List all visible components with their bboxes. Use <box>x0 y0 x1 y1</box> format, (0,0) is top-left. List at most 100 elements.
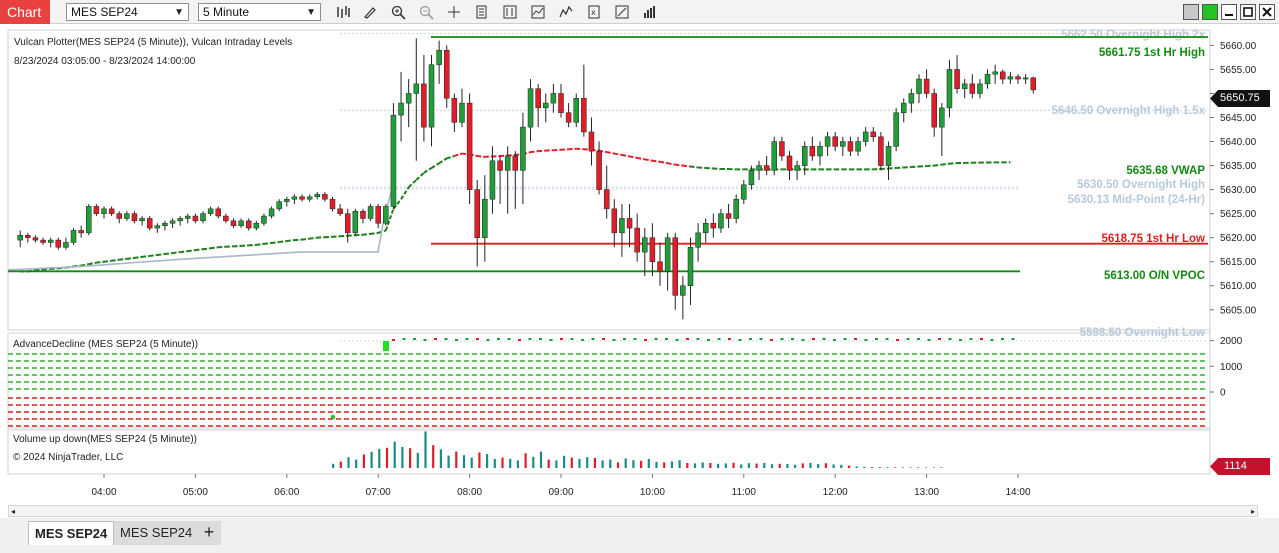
volume-bar <box>509 458 512 468</box>
candle-body <box>482 198 488 238</box>
price-tick-label: 5660.00 <box>1220 41 1257 52</box>
candle-body <box>17 235 23 241</box>
time-tick-label: 10:00 <box>640 487 665 498</box>
candle-body <box>139 218 145 222</box>
volume-bar <box>570 457 573 468</box>
volume-bar <box>724 463 727 468</box>
candle-body <box>588 131 595 152</box>
candle-body <box>984 74 991 85</box>
volume-bar <box>355 459 358 468</box>
indicators-icon[interactable] <box>529 3 547 21</box>
adv-mark <box>413 338 416 340</box>
tools-icon[interactable] <box>613 3 631 21</box>
adv-mark <box>455 339 458 341</box>
minimize-button[interactable] <box>1221 4 1237 20</box>
volume-bar <box>840 464 843 468</box>
adv-mark <box>528 338 532 340</box>
time-tick-label: 07:00 <box>366 487 391 498</box>
volume-bar <box>478 452 481 468</box>
adv-mark <box>707 339 710 341</box>
candle-body <box>1000 71 1006 80</box>
vwap-segment <box>392 198 402 210</box>
adv-mark <box>402 338 406 340</box>
adv-panel-title: AdvanceDecline (MES SEP24 (5 Minute)) <box>13 339 199 350</box>
candle-body <box>1015 76 1021 80</box>
adv-mark <box>623 338 626 340</box>
strategies-icon[interactable] <box>557 3 575 21</box>
scroll-left-icon[interactable]: ◂ <box>11 507 16 516</box>
candle-body <box>108 208 115 214</box>
level-label: 5635.68 VWAP <box>1126 165 1205 177</box>
tab-mes-sep24-active[interactable]: MES SEP24 <box>28 521 115 545</box>
candle-body <box>177 218 183 222</box>
candle-body <box>276 201 282 210</box>
candle-body <box>840 141 846 147</box>
volume-bar <box>609 459 612 468</box>
adv-mark <box>885 338 889 340</box>
volume-bar <box>385 447 389 468</box>
adv-mark <box>581 339 584 341</box>
candle-body <box>299 196 305 200</box>
candle-body <box>672 237 678 296</box>
candle-body <box>268 208 275 217</box>
close-button[interactable] <box>1259 4 1275 20</box>
zoom-out-icon[interactable] <box>417 3 435 21</box>
volume-bar <box>339 461 342 468</box>
options-button[interactable] <box>1183 4 1199 20</box>
adv-mark <box>969 338 973 340</box>
scroll-right-icon[interactable]: ▸ <box>1250 507 1255 516</box>
chart-trader-icon[interactable] <box>641 3 659 21</box>
candle-body <box>146 218 153 229</box>
candle-body <box>817 146 823 157</box>
time-tick-label: 11:00 <box>732 487 757 498</box>
candle-body <box>969 83 976 94</box>
interval-selector[interactable]: 5 Minute ▼ <box>198 3 321 21</box>
candle-body <box>314 194 321 198</box>
add-tab-button[interactable]: + <box>197 521 221 545</box>
candle-body <box>375 206 381 224</box>
link-button[interactable] <box>1202 4 1218 20</box>
adv-bar <box>383 341 389 351</box>
candle-body <box>901 102 907 113</box>
vwap-segment <box>157 253 166 256</box>
instrument-value: MES SEP24 <box>71 5 138 19</box>
vwap-segment <box>80 263 89 267</box>
candle-body <box>695 232 701 248</box>
vwap-segment <box>164 252 173 256</box>
candle-body <box>413 83 420 94</box>
instrument-selector[interactable]: MES SEP24 ▼ <box>66 3 189 21</box>
vwap-segment <box>675 163 683 167</box>
volume-bar <box>709 463 712 468</box>
data-box-icon[interactable] <box>473 3 491 21</box>
candle-body <box>390 114 397 207</box>
candle-body <box>977 83 983 94</box>
bar-type-icon[interactable] <box>334 3 352 21</box>
app-label[interactable]: Chart <box>0 0 50 24</box>
templates-icon[interactable]: x <box>585 3 603 21</box>
interval-value: 5 Minute <box>203 5 250 19</box>
tab-mes-sep24[interactable]: MES SEP24 <box>114 521 199 545</box>
horizontal-scrollbar[interactable]: ◂ ▸ <box>8 505 1258 517</box>
vwap-segment <box>309 236 318 240</box>
volume-bar <box>524 453 527 468</box>
candle-body <box>245 220 252 229</box>
candle-body <box>725 213 732 219</box>
properties-icon[interactable] <box>501 3 519 21</box>
price-tick-label: 5645.00 <box>1220 113 1257 124</box>
volume-bar <box>647 459 650 468</box>
vwap-segment <box>149 253 158 257</box>
price-chart[interactable]: 5662.50 Overnight High 2x 5661.75 1st Hr … <box>0 0 1279 505</box>
candle-body <box>916 78 922 94</box>
vwap-segment <box>384 208 395 231</box>
adv-mark <box>507 338 511 340</box>
candle-body <box>428 64 435 128</box>
candle-body <box>771 141 778 171</box>
maximize-button[interactable] <box>1240 4 1256 20</box>
zoom-in-icon[interactable] <box>389 3 407 21</box>
volume-bar <box>493 459 496 468</box>
volume-bar <box>624 458 627 468</box>
candle-body <box>573 98 579 123</box>
time-tick-label: 12:00 <box>823 487 848 498</box>
crosshair-icon[interactable] <box>445 3 463 21</box>
pencil-icon[interactable] <box>361 3 379 21</box>
